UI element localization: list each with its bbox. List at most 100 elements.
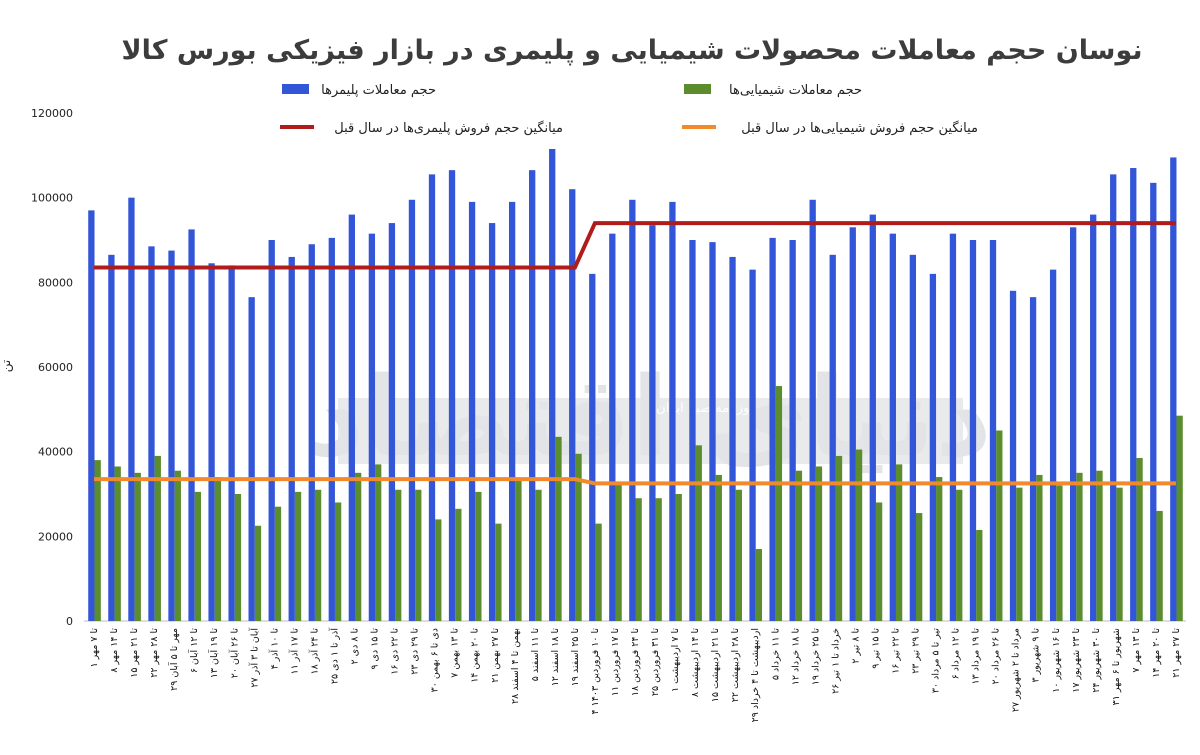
bar-polymers [308,244,315,622]
x-tick-label: ۱۰ تا ۱۶ شهریور [1051,628,1062,693]
bar-polymers [889,233,896,621]
x-tick-label: ۱۲ تا ۱۸ اسفند [550,628,561,687]
legend-label-chemical-avg: میانگین حجم فروش شیمیایی‌ها در سال قبل [741,120,978,136]
bar-chemicals [1136,458,1143,621]
bar-chemicals [595,523,602,621]
chart-title: نوسان حجم معاملات محصولات شیمیایی و پلیم… [121,35,1142,66]
bar-chemicals [715,474,722,621]
x-tick-label: ۷ تا ۱۳ بهمن [450,628,461,678]
bar-polymers [909,254,917,621]
x-tick-label: ۳ تا ۹ شهریور [1031,628,1042,683]
bar-polymers [428,174,436,621]
bar-chemicals [675,494,682,621]
x-tick-label: ۱۸ تا ۲۴ فروردین [630,628,641,696]
bar-chemicals [1036,474,1043,621]
x-tick-label: ۳۱ شهریور تا ۶ مهر [1111,628,1122,705]
bar-chemicals [415,489,422,621]
bar-polymers [829,254,836,621]
bar-polymers [709,242,716,621]
bar-chemicals [655,498,662,621]
bar-polymers [969,240,977,621]
x-tick-label: ۲۵ تا ۳۱ فروردین [650,628,661,696]
bar-chemicals [214,477,222,621]
bar-polymers [1150,182,1157,621]
x-tick-label: ۱۴ تا ۲۰ بهمن [470,628,481,683]
bar-chemicals [234,494,242,621]
x-tick-label: ۹ تا ۱۵ تیر [870,628,881,669]
bar-chemicals [996,430,1003,621]
legend-label-polymer-avg: میانگین حجم فروش پلیمری‌ها در سال قبل [334,120,563,136]
bar-chemicals [1116,487,1123,621]
legend-swatch-polymers [282,84,309,94]
bar-polymers [328,237,335,621]
bar-chemicals [1056,485,1063,621]
bar-polymers [388,223,396,621]
legend: حجم معاملات پلیمرها حجم معاملات شیمیایی‌… [280,83,978,136]
average-lines [94,221,1176,486]
x-tick-label: ۲۵ آذر تا ۱ دی [327,628,340,684]
x-tick-label: ۱۷ تا ۲۳ شهریور [1071,628,1082,693]
bar-polymers [268,240,275,621]
x-tick-label: ۳۰ دی تا ۶ بهمن [430,628,441,692]
bar-polymers [789,240,796,621]
bar-chemicals [375,464,382,621]
x-tick-label: ۲۱ تا ۲۷ مهر [1171,628,1182,678]
bar-polymers [448,170,456,621]
bar-polymers [1090,214,1097,621]
line-chemical-average [94,477,1176,486]
x-tick-label: ۲۱ تا ۲۷ بهمن [490,628,501,683]
bar-polymers [769,237,776,621]
bar-chemicals [455,508,462,621]
bar-polymers [749,269,756,621]
x-tick-label: ۲ تا ۸ دی [349,628,360,665]
bar-polymers [849,227,856,622]
bar-chemicals [254,525,262,621]
y-tick-label: 0 [66,615,73,628]
bar-chemicals [1016,487,1023,621]
x-tick-label: ۲۹ مهر تا ۵ آبان [167,628,180,691]
y-tick-label: 120000 [31,107,73,120]
bar-polymers [589,273,596,621]
bar-polymers [248,297,255,621]
bar-polymers [989,240,997,621]
x-tick-label: ۵ تا ۱۱ خرداد [770,628,781,680]
bar-chemicals [635,498,642,621]
y-tick-label: 60000 [38,361,73,374]
bar-polymers [529,170,536,621]
bar-chemicals [194,491,201,621]
bar-chemicals [274,506,282,621]
x-tick-label: ۲۸ بهمن تا ۴ اسفند [510,628,521,704]
y-tick-label: 100000 [31,192,73,205]
x-tick-label: ۱۱ تا ۱۷ فروردین [610,628,621,696]
bar-polymers [1049,269,1057,621]
legend-label-polymers: حجم معاملات پلیمرها [321,83,436,98]
x-tick-label: ۱۳ تا ۱۹ مرداد [971,628,982,685]
bar-polymers [569,189,576,621]
bar-polymers [508,201,516,621]
bar-chemicals [1176,415,1183,621]
x-tick-label: ۲۳ تا ۲۹ دی [410,628,421,675]
bar-chemicals [1156,510,1163,621]
bar-polymers [288,256,295,621]
x-tick-label: ۳۰ تیر تا ۵ مرداد [931,628,942,693]
bar-polymers [188,229,195,622]
bar-polymers [729,256,736,621]
x-tick-label: ۱۲ تا ۱۸ خرداد [790,628,801,686]
x-tick-label: ۱۳ تا ۱۹ آبان [207,628,220,679]
bar-polymers [228,265,235,621]
x-tick-label: ۱۹ تا ۲۵ خرداد [810,628,821,686]
bars [88,148,1183,622]
x-tick-label: ۷ تا ۱۳ مهر [1131,628,1142,673]
bar-polymers [629,199,636,621]
bar-chemicals [354,472,362,621]
legend-label-chemicals: حجم معاملات شیمیایی‌ها [729,83,862,98]
x-axis: ۱ تا ۷ مهر ۸ تا ۱۴ مهر ۱۵ تا ۲۱ مهر ۲۲ تا ۲… [89,628,1182,723]
x-tick-label: ۲۷ مرداد تا ۲ شهریور [1011,628,1022,712]
x-tick-label: ۲۶ خرداد تا ۱ تیر [830,628,841,694]
legend-swatch-chemicals [684,84,711,94]
bar-chemicals [956,489,963,621]
x-tick-label: ۲۰ تا ۲۶ آبان [227,628,240,679]
x-tick-label: ۱۱ تا ۱۷ آذر [287,628,300,675]
